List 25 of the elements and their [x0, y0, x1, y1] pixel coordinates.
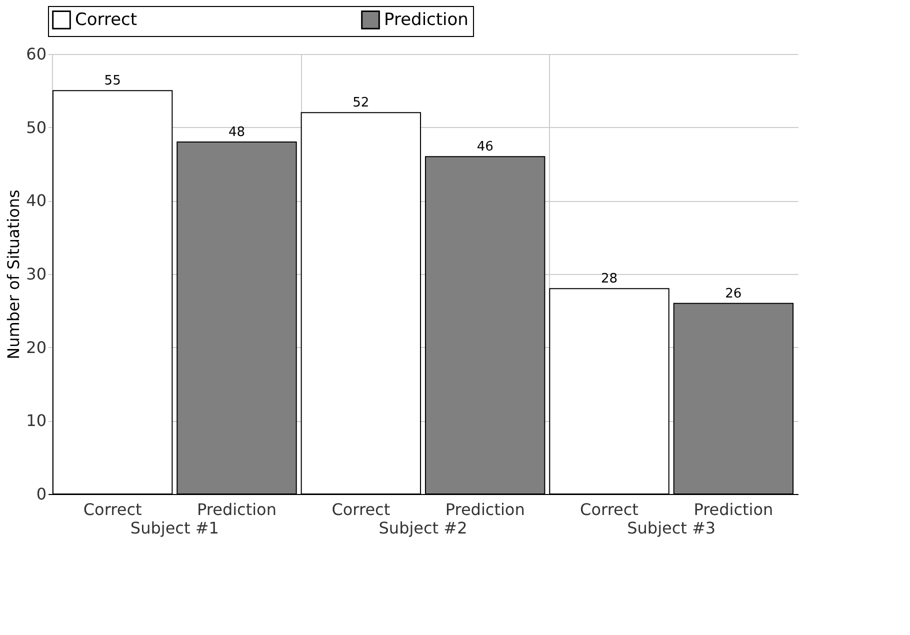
text: Prediction	[197, 500, 276, 519]
text: Prediction	[445, 500, 525, 519]
y-tick-label: 40	[26, 191, 46, 210]
y-tick-label: 30	[26, 264, 46, 284]
text: Prediction	[694, 500, 774, 519]
data-label: 46	[476, 140, 494, 155]
y-tick-label: 10	[26, 411, 46, 430]
data-label: 26	[725, 286, 742, 302]
legend-label: Correct	[75, 10, 138, 30]
legend-label: Prediction	[384, 10, 468, 30]
text: Correct	[580, 500, 638, 519]
text: Correct	[332, 500, 390, 519]
text: Correct	[83, 500, 142, 519]
y-tick-label: 20	[26, 338, 46, 357]
y-tick-label: 50	[26, 118, 46, 137]
x-tick-label: Subject #1	[130, 518, 219, 538]
data-label: 28	[600, 272, 618, 287]
x-tick-label: Subject #3	[627, 518, 716, 538]
data-label: 52	[352, 96, 370, 111]
data-label: 55	[104, 74, 121, 89]
y-axis-title: Number of Situations	[4, 190, 24, 360]
y-tick-label: 0	[36, 484, 46, 504]
x-tick-label: Subject #2	[378, 518, 468, 538]
y-tick-label: 60	[26, 44, 46, 64]
data-label: 48	[228, 125, 246, 140]
